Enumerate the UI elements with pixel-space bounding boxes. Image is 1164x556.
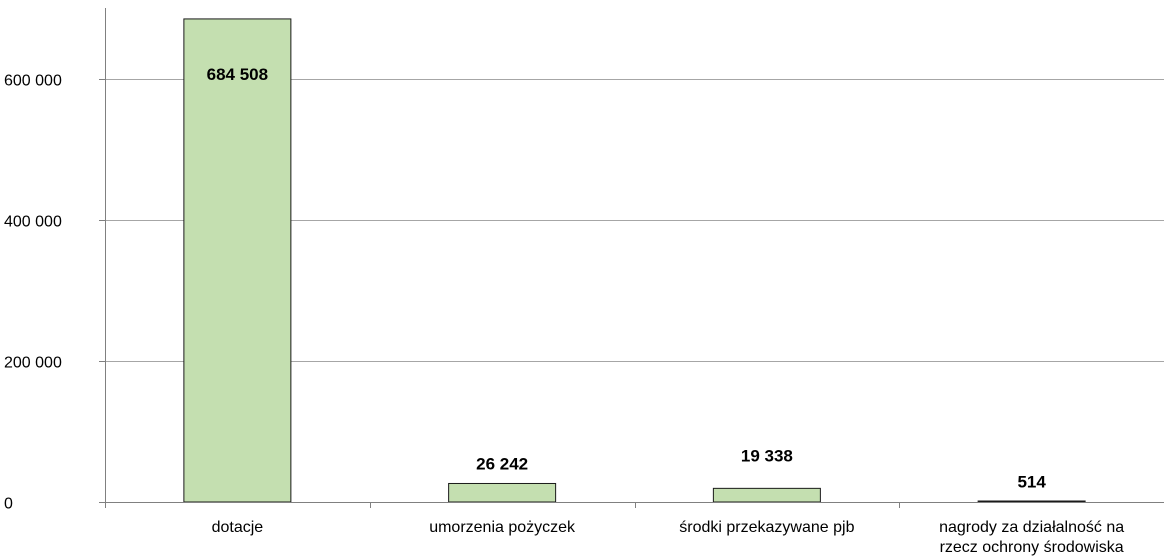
data-label: 19 338 bbox=[741, 446, 793, 465]
bar bbox=[712, 487, 821, 503]
data-label: 26 242 bbox=[476, 454, 528, 473]
y-tick-label: 200 000 bbox=[4, 355, 62, 372]
x-category-label: umorzenia pożyczek bbox=[429, 519, 576, 536]
y-tick-label: 400 000 bbox=[4, 214, 62, 231]
data-label: 684 508 bbox=[207, 65, 268, 84]
axes bbox=[99, 8, 1164, 508]
y-tick-label: 0 bbox=[4, 496, 13, 513]
bar bbox=[977, 500, 1086, 503]
data-label: 514 bbox=[1017, 473, 1046, 492]
x-category-label: dotacje bbox=[212, 519, 264, 536]
labels: 0 200 000 400 000 600 000 684 508 dotacje 26 2… bbox=[4, 65, 1124, 556]
x-category-label: nagrody za działalność na bbox=[939, 519, 1124, 536]
x-category-label: środki przekazywane pjb bbox=[679, 519, 854, 536]
bar bbox=[183, 18, 292, 503]
x-category-label: rzecz ochrony środowiska bbox=[940, 539, 1124, 556]
bar bbox=[448, 482, 557, 503]
bars bbox=[183, 18, 1086, 503]
y-tick-label: 600 000 bbox=[4, 73, 62, 90]
